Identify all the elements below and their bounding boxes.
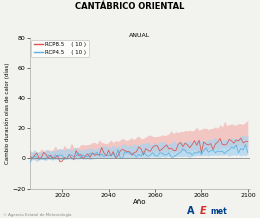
Y-axis label: Cambio duración olas de calor (días): Cambio duración olas de calor (días) <box>4 63 10 164</box>
X-axis label: Año: Año <box>133 199 147 205</box>
Text: © Agencia Estatal de Meteorología: © Agencia Estatal de Meteorología <box>3 213 71 217</box>
Legend: RCP8.5    ( 10 ), RCP4.5    ( 10 ): RCP8.5 ( 10 ), RCP4.5 ( 10 ) <box>31 40 89 57</box>
Text: E: E <box>200 206 207 216</box>
Text: met: met <box>211 207 227 216</box>
Text: CANTÁBRICO ORIENTAL: CANTÁBRICO ORIENTAL <box>75 2 185 11</box>
Text: A: A <box>187 206 195 216</box>
Title: ANUAL: ANUAL <box>129 33 151 37</box>
